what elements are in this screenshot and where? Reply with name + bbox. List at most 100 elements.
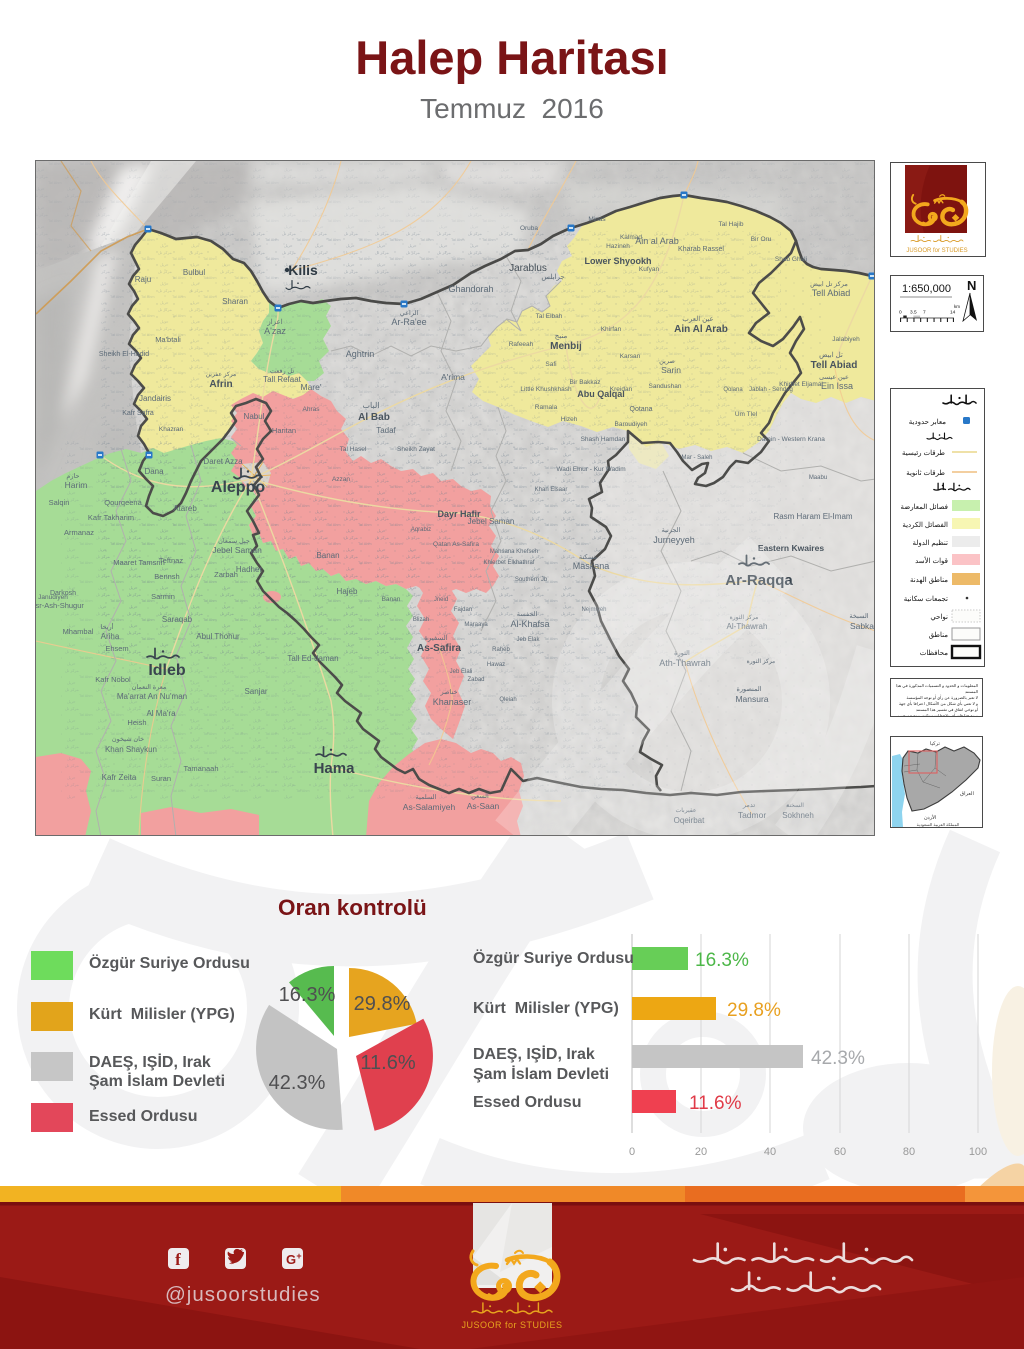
svg-text:Mhambal: Mhambal	[63, 627, 94, 636]
svg-text:مركز تل ابيض: مركز تل ابيض	[810, 280, 848, 288]
svg-text:Kafr Takharim: Kafr Takharim	[88, 513, 134, 522]
svg-text:60: 60	[834, 1146, 846, 1158]
svg-text:Ma'arrat An Nu'man: Ma'arrat An Nu'man	[117, 692, 187, 701]
svg-text:Bulbul: Bulbul	[183, 268, 205, 277]
svg-text:Dana: Dana	[144, 467, 164, 476]
svg-text:Oruba: Oruba	[520, 225, 538, 232]
svg-text:Harim: Harim	[65, 480, 88, 490]
svg-text:29.8%: 29.8%	[727, 1000, 781, 1021]
svg-text:مناطق الهدنة: مناطق الهدنة	[910, 576, 948, 584]
svg-text:Khanaser: Khanaser	[433, 697, 472, 707]
svg-text:Baroudiyeh: Baroudiyeh	[615, 421, 648, 428]
svg-text:Rafeeah: Rafeeah	[509, 341, 534, 348]
svg-text:Maraaya: Maraaya	[464, 622, 488, 628]
svg-text:Janudiyeh: Janudiyeh	[38, 594, 68, 601]
svg-text:Haritan: Haritan	[272, 426, 296, 435]
svg-text:Jarablus: Jarablus	[509, 263, 547, 274]
svg-text:Safi: Safi	[545, 361, 556, 368]
svg-text:16.3%: 16.3%	[695, 950, 749, 971]
svg-text:نواحي: نواحي	[930, 613, 948, 621]
svg-text:Suran: Suran	[151, 774, 171, 783]
svg-text:29.8%: 29.8%	[354, 993, 411, 1015]
svg-text:km: km	[954, 304, 960, 309]
svg-text:Jisr-Ash-Shugur: Jisr-Ash-Shugur	[35, 601, 84, 610]
svg-text:عقيربات: عقيربات	[676, 807, 697, 814]
svg-text:Hama: Hama	[314, 760, 356, 777]
svg-text:Little Khushkhash: Little Khushkhash	[520, 386, 572, 393]
svg-text:أريحا: أريحا	[101, 621, 114, 631]
svg-text:100: 100	[969, 1146, 987, 1158]
svg-text:+: +	[296, 1251, 301, 1261]
svg-text:Qotana: Qotana	[630, 406, 653, 413]
svg-text:Abul Thohur: Abul Thohur	[196, 632, 240, 641]
svg-text:JUSOOR for STUDIES: JUSOOR for STUDIES	[906, 248, 967, 254]
svg-text:Aleppo: Aleppo	[211, 479, 265, 496]
svg-text:مركز عفرين: مركز عفرين	[206, 371, 237, 378]
svg-text:Tell Abiad: Tell Abiad	[812, 288, 851, 298]
svg-text:Oqeirbat: Oqeirbat	[674, 816, 705, 825]
svg-text:الجرنية: الجرنية	[662, 526, 681, 534]
svg-text:Maaret Tamsrin: Maaret Tamsrin	[113, 558, 165, 567]
svg-text:السبخة: السبخة	[849, 612, 868, 620]
svg-text:11.6%: 11.6%	[689, 1093, 742, 1114]
svg-text:Dayr Hafir: Dayr Hafir	[437, 509, 481, 519]
svg-text:Tal Elbah: Tal Elbah	[536, 313, 563, 320]
svg-text:السخنة: السخنة	[786, 802, 804, 809]
svg-text:42.3%: 42.3%	[269, 1072, 326, 1094]
svg-text:Salqin: Salqin	[49, 498, 70, 507]
svg-text:Atareb: Atareb	[173, 504, 197, 513]
svg-text:Kafr Zeita: Kafr Zeita	[102, 773, 137, 782]
svg-text:جرابلس: جرابلس	[541, 273, 564, 281]
svg-text:Ein Issa: Ein Issa	[821, 381, 853, 391]
svg-text:Sandushan: Sandushan	[649, 383, 682, 390]
svg-text:Qolana: Qolana	[723, 387, 743, 393]
svg-text:Blizah: Blizah	[413, 617, 429, 623]
svg-text:Sharan: Sharan	[222, 297, 248, 306]
svg-text:Kharab Rassel: Kharab Rassel	[678, 246, 724, 253]
svg-text:Sarin: Sarin	[661, 365, 681, 375]
svg-text:Zabad: Zabad	[467, 677, 484, 683]
svg-text:Maskana: Maskana	[573, 561, 610, 571]
svg-text:خان شيخون: خان شيخون	[112, 735, 144, 743]
svg-text:Qourqeena: Qourqeena	[104, 498, 142, 507]
svg-text:Aghtrin: Aghtrin	[346, 349, 375, 359]
svg-text:العراق: العراق	[960, 791, 974, 797]
svg-text:المملكة العربية السعودية: المملكة العربية السعودية	[917, 822, 960, 827]
svg-text:Karsan: Karsan	[620, 353, 641, 360]
svg-text:Khazran: Khazran	[159, 426, 184, 433]
svg-text:Sheikh Zayat: Sheikh Zayat	[397, 446, 435, 453]
svg-text:A'zaz: A'zaz	[264, 326, 286, 336]
svg-text:16.3%: 16.3%	[279, 984, 336, 1006]
svg-text:Ramala: Ramala	[535, 404, 558, 411]
svg-text:f: f	[175, 1250, 181, 1269]
svg-text:مركز الثورة: مركز الثورة	[747, 658, 776, 665]
svg-text:Bennsh: Bennsh	[154, 572, 179, 581]
svg-text:As-Safira: As-Safira	[417, 643, 461, 654]
svg-text:Ariha: Ariha	[101, 632, 120, 641]
svg-text:Hadher: Hadher	[236, 565, 263, 574]
svg-text:Ehsem: Ehsem	[105, 644, 128, 653]
svg-text:فصائل المعارضة: فصائل المعارضة	[901, 503, 948, 511]
svg-text:Hawaz: Hawaz	[487, 662, 505, 668]
svg-text:Mahsana Khefseh: Mahsana Khefseh	[490, 549, 538, 555]
svg-text:N: N	[967, 278, 976, 293]
svg-text:Kilis: Kilis	[288, 262, 318, 278]
svg-text:عين العرب: عين العرب	[682, 315, 713, 323]
svg-text:Kafr Nobol: Kafr Nobol	[95, 675, 131, 684]
svg-text:صرين: صرين	[659, 358, 675, 365]
svg-text:الراعي: الراعي	[400, 309, 419, 317]
svg-text:محافظات: محافظات	[920, 649, 948, 657]
svg-text:Jebel Saman: Jebel Saman	[212, 545, 262, 555]
svg-text:Jeb Elali: Jeb Elali	[450, 669, 473, 675]
svg-text:Al Bab: Al Bab	[358, 412, 390, 423]
svg-text:Raju: Raju	[135, 275, 151, 284]
svg-text:@jusoorstudies: @jusoorstudies	[165, 1283, 321, 1306]
svg-text:Khan Shaykun: Khan Shaykun	[105, 745, 157, 754]
svg-text:Aqrabiz: Aqrabiz	[411, 527, 431, 533]
svg-text:Afrin: Afrin	[209, 379, 232, 390]
svg-text:تل رفعت: تل رفعت	[270, 367, 294, 375]
svg-text:Zarbah: Zarbah	[214, 570, 238, 579]
svg-text:Sarmin: Sarmin	[151, 592, 175, 601]
svg-text:Khan Elsaar: Khan Elsaar	[535, 487, 568, 493]
svg-text:Shab Ghali: Shab Ghali	[775, 256, 807, 263]
